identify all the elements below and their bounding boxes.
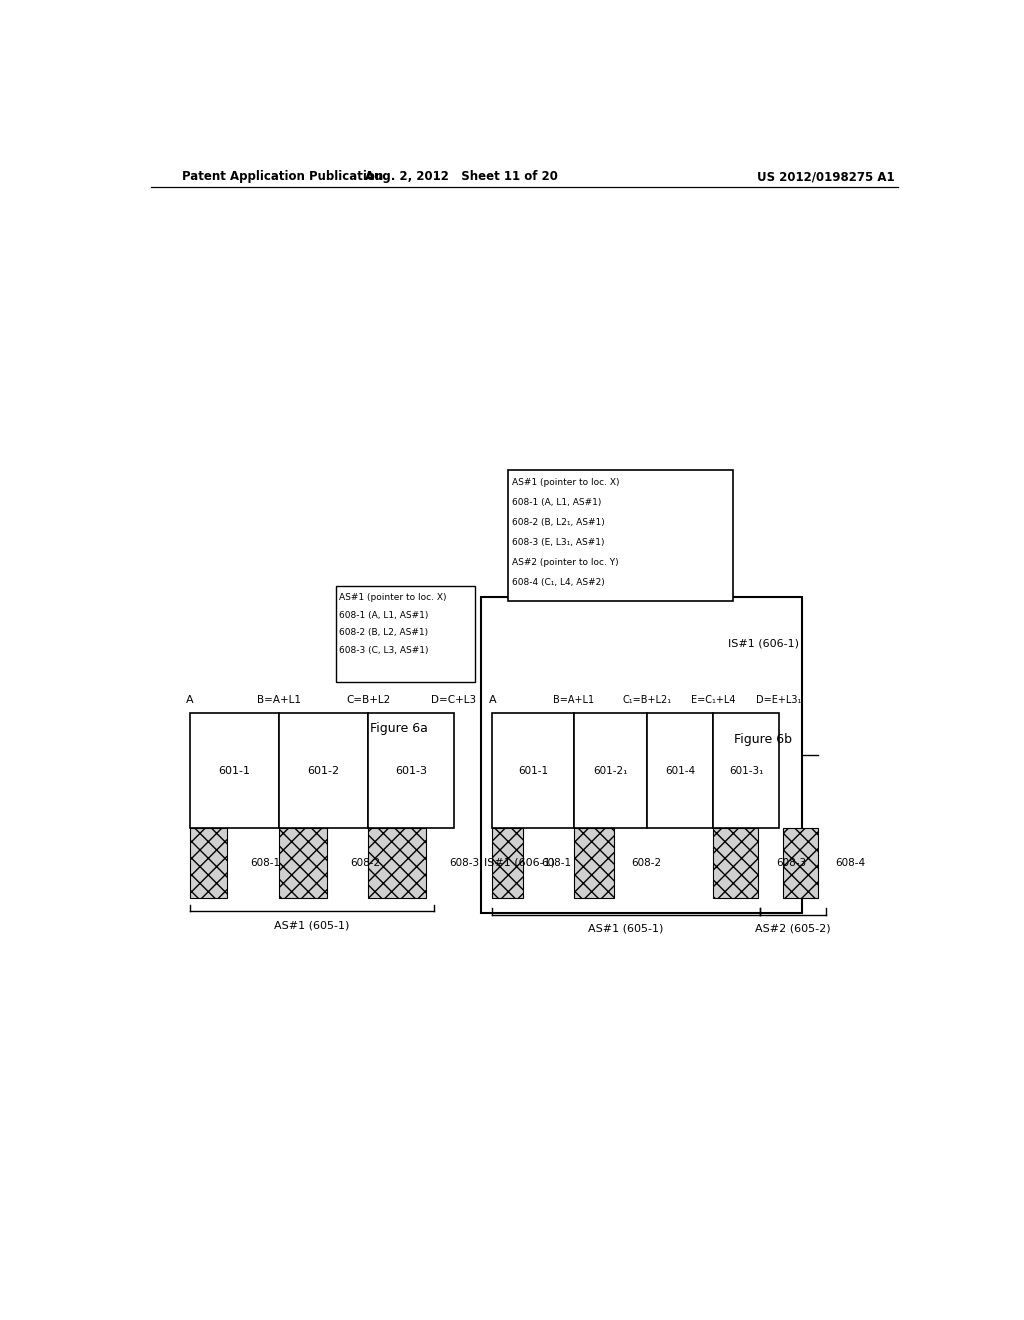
Text: 601-2₁: 601-2₁: [593, 766, 628, 776]
Text: 608-1: 608-1: [251, 858, 281, 869]
Text: Figure 6a: Figure 6a: [371, 722, 428, 735]
Bar: [190, 829, 227, 898]
Text: A: A: [488, 696, 496, 705]
Text: D=C+L3: D=C+L3: [431, 696, 476, 705]
Text: 608-3 (E, L3₁, AS#1): 608-3 (E, L3₁, AS#1): [512, 539, 604, 546]
Text: C₁=B+L2₁: C₁=B+L2₁: [623, 696, 672, 705]
Bar: [713, 829, 758, 898]
Bar: [280, 713, 369, 829]
Bar: [493, 713, 573, 829]
Bar: [280, 829, 328, 898]
Text: US 2012/0198275 A1: US 2012/0198275 A1: [757, 170, 894, 183]
Text: AS#1 (605-1): AS#1 (605-1): [274, 920, 350, 931]
Text: Patent Application Publication: Patent Application Publication: [182, 170, 384, 183]
Text: AS#1 (pointer to loc. X): AS#1 (pointer to loc. X): [512, 478, 620, 487]
Bar: [783, 829, 818, 898]
Text: 608-3: 608-3: [450, 858, 480, 869]
Text: 608-1 (A, L1, AS#1): 608-1 (A, L1, AS#1): [512, 498, 601, 507]
Text: 608-3 (C, L3, AS#1): 608-3 (C, L3, AS#1): [339, 645, 428, 655]
Text: B=A+L1: B=A+L1: [553, 696, 594, 705]
Text: AS#2 (pointer to loc. Y): AS#2 (pointer to loc. Y): [512, 558, 618, 568]
Text: 608-2: 608-2: [632, 858, 662, 869]
Text: Figure 6b: Figure 6b: [734, 733, 793, 746]
Text: IS#1 (606-1): IS#1 (606-1): [728, 639, 799, 648]
Bar: [508, 470, 732, 601]
Text: 608-4 (C₁, L4, AS#2): 608-4 (C₁, L4, AS#2): [512, 578, 604, 587]
Bar: [369, 829, 426, 898]
Bar: [480, 597, 802, 913]
Bar: [493, 829, 523, 898]
Text: 601-3₁: 601-3₁: [729, 766, 763, 776]
Text: 608-1: 608-1: [541, 858, 571, 869]
Text: 601-4: 601-4: [666, 766, 695, 776]
Text: 608-2: 608-2: [350, 858, 381, 869]
Bar: [573, 713, 647, 829]
Bar: [369, 713, 454, 829]
Text: 601-2: 601-2: [307, 766, 340, 776]
Text: AS#2 (605-2): AS#2 (605-2): [755, 924, 830, 933]
Text: 608-4: 608-4: [836, 858, 865, 869]
Text: B=A+L1: B=A+L1: [257, 696, 301, 705]
Text: 608-3: 608-3: [776, 858, 806, 869]
Text: D=E+L3₁: D=E+L3₁: [757, 696, 802, 705]
Text: A: A: [186, 696, 194, 705]
Bar: [647, 713, 713, 829]
Text: 608-1 (A, L1, AS#1): 608-1 (A, L1, AS#1): [339, 611, 428, 619]
Bar: [573, 829, 614, 898]
Text: IS#1 (606-1): IS#1 (606-1): [484, 858, 555, 869]
Text: AS#1 (605-1): AS#1 (605-1): [588, 924, 664, 933]
Bar: [713, 713, 779, 829]
Text: 601-3: 601-3: [395, 766, 427, 776]
Bar: [336, 586, 475, 682]
Text: C=B+L2: C=B+L2: [346, 696, 390, 705]
Text: AS#1 (pointer to loc. X): AS#1 (pointer to loc. X): [339, 593, 446, 602]
Text: E=C₁+L4: E=C₁+L4: [691, 696, 735, 705]
Text: Aug. 2, 2012   Sheet 11 of 20: Aug. 2, 2012 Sheet 11 of 20: [365, 170, 558, 183]
Text: 601-1: 601-1: [218, 766, 251, 776]
Text: 608-2 (B, L2₁, AS#1): 608-2 (B, L2₁, AS#1): [512, 519, 604, 527]
Text: 601-1: 601-1: [518, 766, 548, 776]
Bar: [190, 713, 280, 829]
Text: 608-2 (B, L2, AS#1): 608-2 (B, L2, AS#1): [339, 628, 428, 638]
